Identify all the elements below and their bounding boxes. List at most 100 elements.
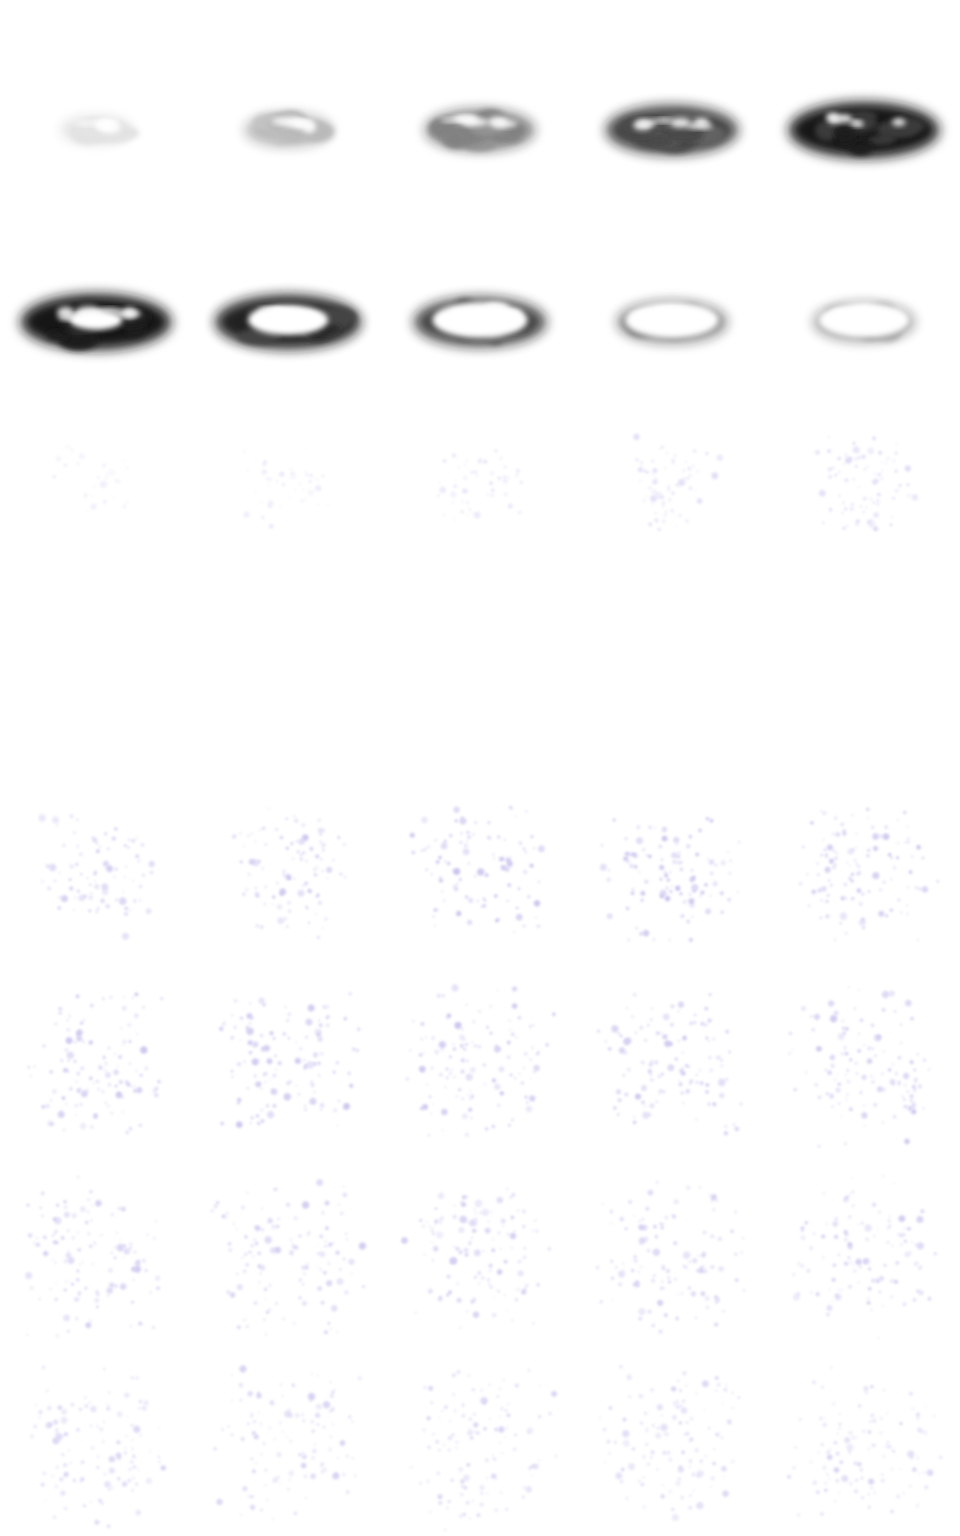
- sparkle-dot: [636, 825, 641, 830]
- sparkle-dot: [450, 491, 457, 498]
- sparkle-dot: [304, 1064, 308, 1068]
- sparkle-dot: [326, 866, 333, 873]
- sparkle-dot: [658, 1089, 663, 1093]
- sparkle-dot: [897, 819, 899, 821]
- sparkle-dot: [428, 1095, 432, 1099]
- sparkle-dot: [84, 1286, 88, 1290]
- sparkle-dot: [483, 460, 487, 463]
- sparkle-dot: [430, 1228, 434, 1232]
- sparkle-dot: [107, 1391, 111, 1394]
- sparkle-dot: [324, 1244, 328, 1248]
- sparkle-dot: [822, 1256, 825, 1259]
- sparkle-dot: [482, 897, 486, 901]
- sparkle-dot: [849, 1482, 853, 1486]
- sparkle-dot: [719, 891, 724, 896]
- sparkle-dot: [631, 852, 636, 857]
- sparkle-dot: [889, 523, 893, 527]
- sparkle-dot: [624, 1092, 629, 1097]
- sparkle-dot: [668, 499, 671, 502]
- sparkle-dot: [864, 1390, 868, 1395]
- sparkle-dot: [834, 1500, 837, 1502]
- sparkle-dot: [69, 814, 74, 819]
- sparkle-dot: [462, 1195, 466, 1200]
- sparkle-dot: [441, 1049, 443, 1051]
- sparkle-dot: [599, 1300, 603, 1304]
- sparkle-dot: [95, 1290, 99, 1294]
- sparkle-dot: [834, 473, 838, 477]
- sparkle-dot: [857, 1049, 861, 1053]
- sparkle-dot: [440, 842, 448, 850]
- sparkle-dot: [294, 1245, 299, 1250]
- sparkle-dot: [290, 1238, 293, 1241]
- sparkle-dot: [886, 1412, 889, 1415]
- sparkle-dot: [609, 1210, 613, 1214]
- sparkle-dot: [473, 1249, 481, 1257]
- sparkle-dot: [286, 1436, 288, 1438]
- sparkle-dot: [348, 1415, 352, 1419]
- sparkle-dot: [468, 1107, 473, 1112]
- sparkle-dot: [301, 823, 306, 827]
- sparkle-dot: [104, 1101, 107, 1104]
- sparkle-dot: [437, 1494, 443, 1500]
- sparkle-dot: [100, 898, 105, 904]
- sparkle-dot: [812, 1480, 817, 1485]
- sparkle-dot: [124, 1451, 127, 1455]
- sparkle-dot: [452, 518, 455, 521]
- sparkle-dot: [843, 1261, 847, 1265]
- sparkle-dot: [304, 1035, 309, 1039]
- sparkle-dot: [337, 1457, 339, 1459]
- sparkle-dot: [97, 1064, 103, 1070]
- sparkle-dot: [859, 1468, 863, 1472]
- sparkle-cluster: [788, 986, 931, 1148]
- sparkle-dot: [460, 1479, 465, 1484]
- sparkle-dot: [138, 1399, 143, 1404]
- sparkle-dot: [45, 864, 50, 868]
- sparkle-dot: [304, 1496, 307, 1499]
- sparkle-dot: [221, 1214, 226, 1219]
- sparkle-dot: [320, 1108, 322, 1111]
- sparkle-dot: [438, 1041, 446, 1049]
- sparkle-dot: [628, 1395, 631, 1398]
- sparkle-dot: [69, 864, 75, 869]
- sparkle-dot: [648, 826, 651, 829]
- sparkle-dot: [282, 1032, 286, 1036]
- sparkle-dot: [899, 1023, 903, 1026]
- sparkle-dot: [517, 510, 522, 515]
- sparkle-dot: [487, 1278, 490, 1282]
- sparkle-dot: [692, 1258, 698, 1264]
- sparkle-dot: [427, 1445, 431, 1449]
- sparkle-dot: [617, 1098, 622, 1103]
- sparkle-dot: [855, 1478, 858, 1482]
- sparkle-dot: [342, 1473, 346, 1476]
- sparkle-dot: [149, 870, 154, 875]
- sparkle-dot: [644, 879, 649, 884]
- sparkle-dot: [689, 1021, 693, 1025]
- sparkle-dot: [235, 1121, 243, 1128]
- sparkle-dot: [683, 476, 687, 480]
- sparkle-dot: [616, 1113, 620, 1116]
- smoke-cloud: [606, 105, 738, 155]
- sparkle-dot: [124, 906, 129, 911]
- sparkle-dot: [94, 1519, 100, 1525]
- sparkle-dot: [873, 1034, 882, 1042]
- sparkle-dot: [522, 1225, 526, 1228]
- sparkle-dot: [814, 1083, 818, 1087]
- sparkle-dot: [506, 899, 509, 903]
- sparkle-dot: [527, 1431, 530, 1434]
- sparkle-dot: [123, 470, 126, 472]
- sparkle-dot: [689, 1494, 692, 1497]
- sparkle-dot: [464, 1253, 469, 1257]
- sparkle-dot: [695, 1073, 698, 1076]
- sparkle-dot: [294, 1413, 300, 1418]
- sparkle-dot: [817, 873, 820, 876]
- sparkle-dot: [63, 1314, 70, 1322]
- sparkle-dot: [426, 1083, 429, 1086]
- sparkle-dot: [258, 1411, 260, 1414]
- sparkle-dot: [456, 1297, 462, 1303]
- sparkle-dot: [479, 1484, 485, 1491]
- smoke-highlight: [670, 118, 691, 128]
- sparkle-dot: [501, 1451, 504, 1454]
- sparkle-dot: [263, 902, 267, 906]
- sparkle-dot: [693, 1489, 695, 1492]
- sparkle-dot: [269, 1247, 276, 1254]
